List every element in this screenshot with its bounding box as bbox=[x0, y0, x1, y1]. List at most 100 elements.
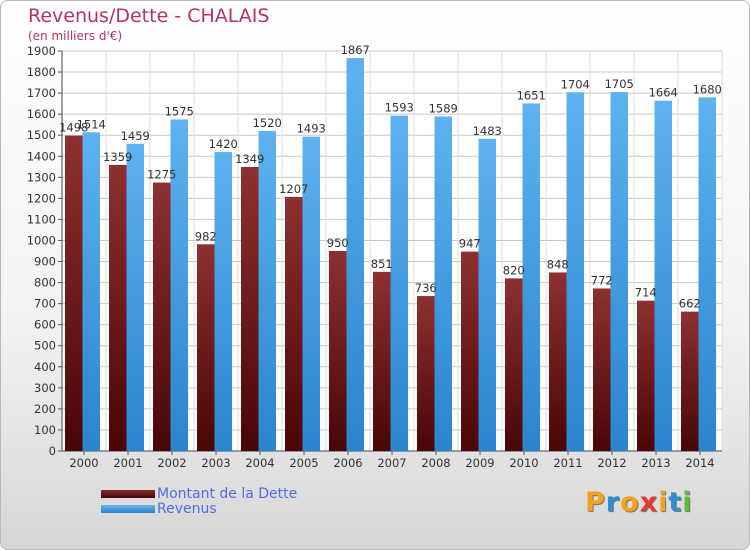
data-label-dette: 1349 bbox=[235, 152, 264, 166]
bar-dette bbox=[373, 271, 391, 451]
x-tick-label: 2013 bbox=[641, 456, 670, 470]
y-tick-label: 300 bbox=[34, 381, 56, 395]
data-label-dette: 851 bbox=[371, 257, 393, 271]
legend-label-revenus: Revenus bbox=[157, 501, 217, 517]
legend-swatch-dette bbox=[101, 490, 155, 498]
y-tick-label: 700 bbox=[34, 297, 56, 311]
y-tick-label: 800 bbox=[34, 276, 56, 290]
bar-dette bbox=[461, 251, 479, 451]
data-label-dette: 982 bbox=[195, 229, 217, 243]
data-label-revenus: 1705 bbox=[605, 77, 634, 91]
x-tick-label: 2007 bbox=[377, 456, 406, 470]
data-label-revenus: 1593 bbox=[385, 101, 414, 115]
bar-revenus bbox=[434, 116, 452, 451]
x-tick-label: 2002 bbox=[157, 456, 186, 470]
data-label-revenus: 1520 bbox=[253, 116, 282, 130]
x-tick-label: 2014 bbox=[685, 456, 714, 470]
data-label-revenus: 1514 bbox=[77, 117, 106, 131]
data-label-dette: 1275 bbox=[147, 168, 176, 182]
y-tick-label: 1100 bbox=[27, 212, 56, 226]
data-label-revenus: 1483 bbox=[473, 124, 502, 138]
data-label-dette: 947 bbox=[459, 237, 481, 251]
bar-revenus bbox=[302, 136, 320, 451]
bar-revenus bbox=[82, 132, 100, 451]
data-label-revenus: 1589 bbox=[429, 101, 458, 115]
y-tick-label: 400 bbox=[34, 360, 56, 374]
proxiti-logo: Proxiti bbox=[585, 487, 693, 518]
data-label-dette: 1498 bbox=[59, 121, 88, 135]
chart-title: Revenus/Dette - CHALAIS bbox=[28, 5, 270, 27]
bar-dette bbox=[637, 300, 655, 451]
bar-dette bbox=[241, 167, 259, 451]
y-tick-label: 1300 bbox=[27, 170, 56, 184]
bar-revenus bbox=[258, 131, 276, 451]
data-label-revenus: 1493 bbox=[297, 122, 326, 136]
data-label-dette: 820 bbox=[503, 263, 525, 277]
data-label-revenus: 1459 bbox=[121, 129, 150, 143]
y-tick-label: 1500 bbox=[27, 128, 56, 142]
data-label-dette: 950 bbox=[327, 236, 349, 250]
bar-revenus bbox=[478, 138, 496, 451]
bar-revenus bbox=[698, 97, 716, 451]
chart-subtitle: (en milliers d'€) bbox=[28, 29, 123, 43]
bar-dette bbox=[329, 251, 347, 451]
bar-dette bbox=[153, 182, 171, 451]
bar-dette bbox=[417, 296, 435, 451]
y-tick-label: 100 bbox=[34, 423, 56, 437]
y-tick-label: 200 bbox=[34, 402, 56, 416]
x-tick-label: 2003 bbox=[201, 456, 230, 470]
y-tick-label: 1200 bbox=[27, 191, 56, 205]
y-tick-label: 1800 bbox=[27, 65, 56, 79]
data-label-dette: 714 bbox=[635, 286, 657, 300]
bar-revenus bbox=[126, 143, 144, 451]
y-tick-label: 1900 bbox=[27, 44, 56, 58]
data-label-dette: 662 bbox=[679, 297, 701, 311]
y-tick-label: 1400 bbox=[27, 149, 56, 163]
data-label-dette: 1359 bbox=[103, 150, 132, 164]
data-label-dette: 1207 bbox=[279, 182, 308, 196]
data-label-revenus: 1651 bbox=[517, 88, 546, 102]
x-tick-label: 2005 bbox=[289, 456, 318, 470]
y-tick-label: 500 bbox=[34, 339, 56, 353]
x-tick-label: 2012 bbox=[597, 456, 626, 470]
y-tick-label: 900 bbox=[34, 255, 56, 269]
data-label-revenus: 1704 bbox=[561, 77, 590, 91]
bar-dette bbox=[549, 272, 567, 451]
chart-legend: Montant de la Dette Revenus bbox=[101, 486, 361, 517]
legend-item-dette: Montant de la Dette bbox=[101, 486, 361, 502]
legend-label-dette: Montant de la Dette bbox=[157, 486, 298, 502]
x-tick-label: 2010 bbox=[509, 456, 538, 470]
x-tick-label: 2000 bbox=[69, 456, 98, 470]
legend-item-revenus: Revenus bbox=[101, 501, 361, 517]
bar-revenus bbox=[610, 92, 628, 451]
data-label-revenus: 1867 bbox=[341, 43, 370, 57]
y-tick-label: 600 bbox=[34, 318, 56, 332]
bar-dette bbox=[285, 196, 303, 451]
data-label-dette: 772 bbox=[591, 273, 613, 287]
data-label-revenus: 1680 bbox=[693, 82, 722, 96]
bar-revenus bbox=[390, 115, 408, 451]
bar-dette bbox=[593, 288, 611, 451]
data-label-dette: 736 bbox=[415, 281, 437, 295]
data-label-revenus: 1575 bbox=[165, 104, 194, 118]
bar-revenus bbox=[566, 92, 584, 452]
x-tick-label: 2008 bbox=[421, 456, 450, 470]
x-tick-label: 2009 bbox=[465, 456, 494, 470]
bar-revenus bbox=[522, 103, 540, 451]
bar-revenus bbox=[214, 152, 232, 452]
y-tick-label: 1700 bbox=[27, 86, 56, 100]
y-tick-label: 1000 bbox=[27, 233, 56, 247]
bar-dette bbox=[65, 135, 83, 451]
x-tick-label: 2001 bbox=[113, 456, 142, 470]
data-label-revenus: 1420 bbox=[209, 137, 238, 151]
bar-dette bbox=[197, 244, 215, 451]
y-tick-label: 0 bbox=[49, 444, 56, 458]
bar-dette bbox=[681, 311, 699, 451]
x-tick-label: 2011 bbox=[553, 456, 582, 470]
data-label-revenus: 1664 bbox=[649, 86, 678, 100]
bar-revenus bbox=[170, 119, 188, 451]
bar-dette bbox=[505, 278, 523, 451]
x-tick-label: 2006 bbox=[333, 456, 362, 470]
